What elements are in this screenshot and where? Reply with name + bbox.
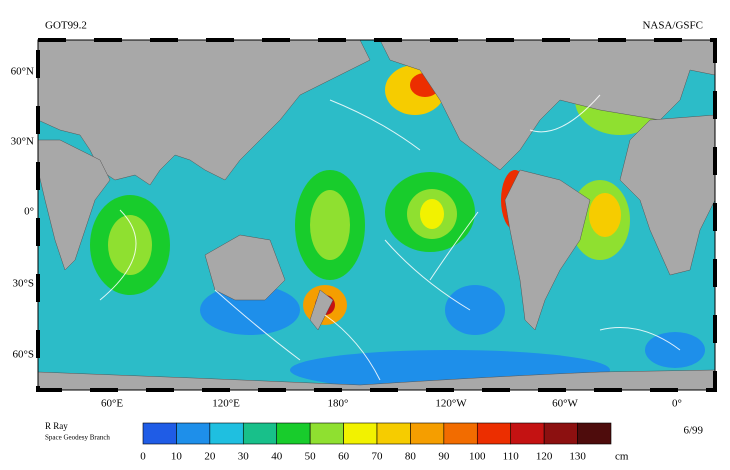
colorbar-tick-label: 10 xyxy=(171,451,183,463)
colorbar-tick-label: 100 xyxy=(469,451,486,463)
colorbar-tick-label: 40 xyxy=(271,451,283,463)
colorbar-tick-label: 70 xyxy=(372,451,384,463)
color-bin xyxy=(242,422,278,445)
cotidal-lines xyxy=(99,94,681,381)
colorbar-tick-label: 0 xyxy=(140,451,146,463)
model-title: GOT99.2 xyxy=(45,20,87,32)
lon-label: 0° xyxy=(672,398,682,410)
colorbar-tick-label: 50 xyxy=(305,451,317,463)
color-bin xyxy=(343,422,378,445)
color-bin xyxy=(443,422,478,445)
land xyxy=(37,39,716,391)
colorbar-tick-label: 130 xyxy=(569,451,586,463)
color-bin xyxy=(276,422,311,445)
credit-branch: Space Geodesy Branch xyxy=(45,434,110,442)
lat-label: 30°N xyxy=(11,136,34,148)
colorbar-tick-label: 80 xyxy=(405,451,417,463)
color-bin xyxy=(209,422,244,445)
lon-label: 180° xyxy=(328,398,349,410)
lat-label: 60°N xyxy=(11,66,34,78)
lat-label: 60°S xyxy=(12,349,34,361)
contour xyxy=(108,215,152,275)
colorbar: 0 10 20 30 40 50 60 70 80 90 100 110 120 130 cm xyxy=(140,422,629,463)
color-bin xyxy=(309,422,344,445)
contour xyxy=(200,285,300,335)
lon-label: 120°E xyxy=(212,398,240,410)
agency: NASA/GSFC xyxy=(642,20,703,32)
color-bin xyxy=(176,422,211,445)
color-bin xyxy=(410,422,445,445)
graticule-labels: 60°N 30°N 0° 30°S 60°S 60°E 120°E 180° 120°W 60°W… xyxy=(11,66,682,410)
colorbar-unit: cm xyxy=(615,451,629,463)
lon-label: 120°W xyxy=(435,398,467,410)
color-bin xyxy=(510,422,545,445)
colorbar-tick-label: 20 xyxy=(204,451,216,463)
color-bin xyxy=(543,422,578,445)
colorbar-tick-label: 120 xyxy=(536,451,553,463)
lon-label: 60°W xyxy=(552,398,578,410)
lat-label: 30°S xyxy=(12,278,34,290)
map xyxy=(36,38,717,392)
color-bin xyxy=(142,422,177,445)
colorbar-tick-label: 110 xyxy=(503,451,520,463)
contour xyxy=(645,332,705,368)
contour xyxy=(445,285,505,335)
color-bin xyxy=(476,422,512,445)
credit-name: R Ray xyxy=(45,421,68,431)
color-bin xyxy=(376,422,411,445)
map-border xyxy=(37,39,716,391)
colorbar-tick-label: 30 xyxy=(238,451,250,463)
lat-label: 0° xyxy=(24,206,34,218)
colorbar-tick-label: 60 xyxy=(338,451,350,463)
lon-label: 60°E xyxy=(101,398,123,410)
contour xyxy=(420,199,444,229)
contour xyxy=(310,190,350,260)
colorbar-tick-label: 90 xyxy=(438,451,450,463)
contour xyxy=(589,193,621,237)
color-bin xyxy=(577,422,612,445)
date: 6/99 xyxy=(683,425,703,437)
